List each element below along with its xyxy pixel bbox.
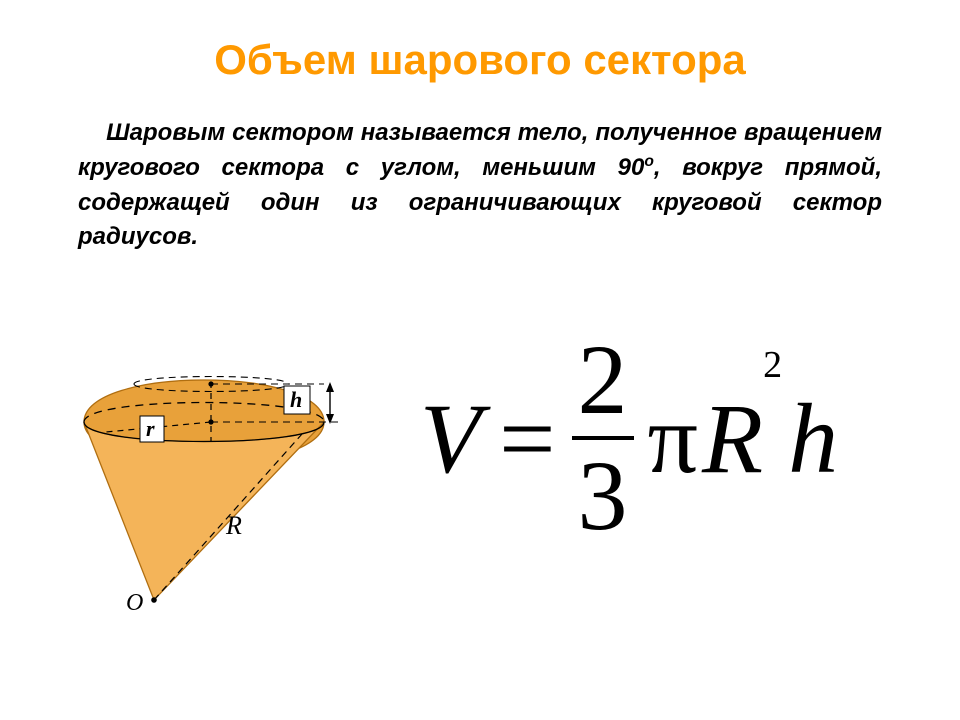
cone-shape xyxy=(84,422,324,600)
formula-fraction: 2 3 xyxy=(572,330,634,546)
formula-pi: π xyxy=(648,381,699,496)
r-label: r xyxy=(146,416,155,441)
sector-diagram: h r R O xyxy=(66,326,366,626)
h-arrow-up xyxy=(326,382,334,392)
formula-container: V = 2 3 π R 2 h xyxy=(420,330,920,590)
formula-exp: 2 xyxy=(763,343,782,387)
formula-v: V xyxy=(420,381,481,496)
slide: Объем шарового сектора Шаровым сектором … xyxy=(0,0,960,720)
o-label: O xyxy=(126,590,143,616)
formula-h: h xyxy=(788,381,838,496)
volume-formula: V = 2 3 π R 2 h xyxy=(420,330,920,546)
diagram-container: h r R O xyxy=(66,326,366,626)
definition-paragraph: Шаровым сектором называется тело, получе… xyxy=(78,116,882,255)
formula-r: R xyxy=(702,381,763,496)
definition-sup: о xyxy=(644,153,654,170)
formula-numerator: 2 xyxy=(572,330,634,430)
h-label: h xyxy=(290,387,302,412)
big-r-label: R xyxy=(225,511,242,540)
slide-title: Объем шарового сектора xyxy=(0,36,960,84)
formula-denominator: 3 xyxy=(572,446,634,546)
definition-indent xyxy=(78,119,106,146)
formula-eq: = xyxy=(499,381,555,496)
